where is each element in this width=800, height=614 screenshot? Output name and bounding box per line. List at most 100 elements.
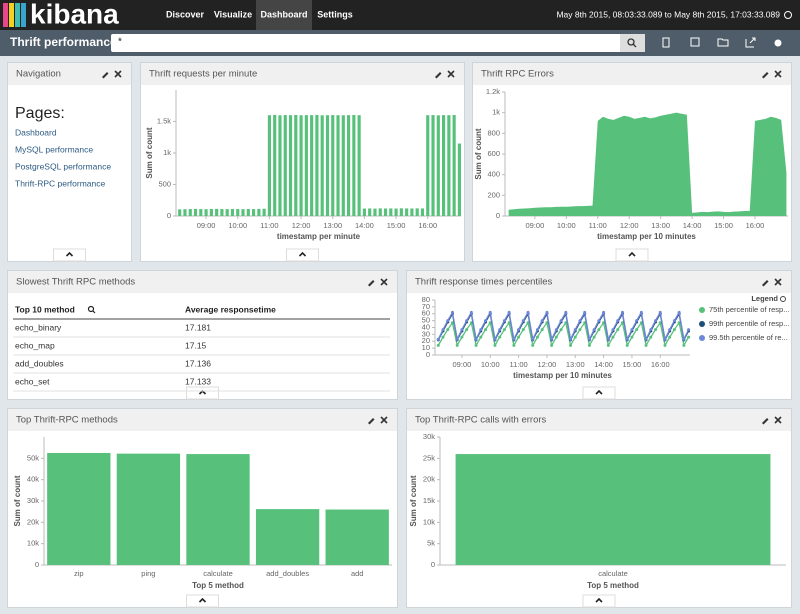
point [678,311,681,314]
point [460,328,463,331]
point [442,328,445,331]
nav-link[interactable]: MySQL performance [15,144,93,154]
point [673,319,676,322]
nav-link[interactable]: Dashboard [15,127,57,137]
x-tick-label: 16:00 [418,221,437,230]
point [574,336,577,339]
spy-toggle[interactable] [54,249,86,261]
bar [263,209,266,216]
bar [186,454,249,565]
point [531,344,534,347]
legend-marker[interactable] [699,307,705,313]
point [687,336,690,339]
spy-toggle[interactable] [187,595,219,607]
bar [405,208,408,216]
legend-label[interactable]: 75th percentile of resp... [709,305,789,314]
nav-tab[interactable]: Discover [166,9,205,19]
time-range[interactable]: May 8th 2015, 08:03:33.089 to May 8th 20… [556,9,780,19]
x-axis-title: Top 5 method [587,581,639,590]
spy-toggle[interactable] [616,249,648,261]
bar [257,209,260,216]
point [541,319,544,322]
point [626,344,629,347]
point [640,311,643,314]
bar [199,209,202,216]
y-tick-label: 500 [158,179,171,188]
legend-label[interactable]: 99.5th percentile of re... [709,333,788,342]
point [597,328,600,331]
bar [363,209,366,216]
point [682,344,685,347]
point [541,328,544,331]
bar [273,115,276,216]
point [612,336,615,339]
panel-title: Thrift requests per minute [149,69,257,80]
point [616,328,619,331]
point [616,319,619,322]
x-tick-label: 16:00 [746,221,765,230]
spy-toggle[interactable] [287,249,319,261]
point [630,336,633,339]
search-query[interactable]: * [118,37,122,48]
x-tick-label: 12:00 [292,221,311,230]
panel-title: Thrift RPC Errors [481,69,554,80]
point [626,338,629,341]
nav-tab[interactable]: Dashboard [260,9,307,19]
y-tick-label: 20k [423,475,435,484]
legend-marker[interactable] [699,335,705,341]
point [564,311,567,314]
spy-toggle[interactable] [583,595,615,607]
legend-label[interactable]: 99th percentile of resp... [709,319,789,328]
point [522,319,525,322]
bar [183,209,186,216]
bar [236,209,239,216]
table-header[interactable]: Top 10 method [15,304,75,314]
x-tick-label: 10:00 [481,360,500,369]
bar [47,453,110,565]
bar [294,115,297,216]
legend-title[interactable]: Legend [751,294,778,303]
table-cell: 17.133 [185,376,211,386]
x-axis-title: Top 5 method [192,581,244,590]
point [489,311,492,314]
nav-tab[interactable]: Visualize [214,9,252,19]
bar [453,115,456,216]
x-tick-label: 09:00 [197,221,216,230]
search-input[interactable] [111,34,645,52]
nav-link[interactable]: Thrift-RPC performance [15,178,105,188]
point [465,319,468,322]
spy-toggle[interactable] [187,387,219,399]
point [545,311,548,314]
point [649,336,652,339]
bar [289,115,292,216]
point [555,336,558,339]
table-header[interactable]: Average responsetime [185,304,276,314]
y-tick-label: 80 [422,295,430,304]
logo[interactable]: kibana [30,0,119,29]
nav-link[interactable]: PostgreSQL performance [15,161,111,171]
nav-tab[interactable]: Settings [317,9,353,19]
legend-marker[interactable] [699,321,705,327]
logo-bar [3,3,8,27]
point [593,336,596,339]
y-tick-label: 20k [27,517,39,526]
point [437,344,440,347]
table-cell: echo_binary [15,322,62,332]
settings-icon[interactable] [775,40,782,47]
y-tick-label: 30k [27,496,39,505]
point [687,328,690,331]
logo-bar [9,3,14,27]
table-cell: add_doubles [15,358,64,368]
y-tick-label: 1.5k [157,116,171,125]
y-tick-label: 30k [423,432,435,441]
x-tick-label: 14:00 [594,360,613,369]
x-tick-label: 11:00 [589,221,607,230]
search-button[interactable] [620,34,645,52]
bar [379,208,382,216]
point [493,344,496,347]
spy-toggle[interactable] [583,387,615,399]
bar [400,208,403,216]
x-tick-label: 15:00 [387,221,406,230]
bar [278,115,281,216]
bar [395,209,398,216]
